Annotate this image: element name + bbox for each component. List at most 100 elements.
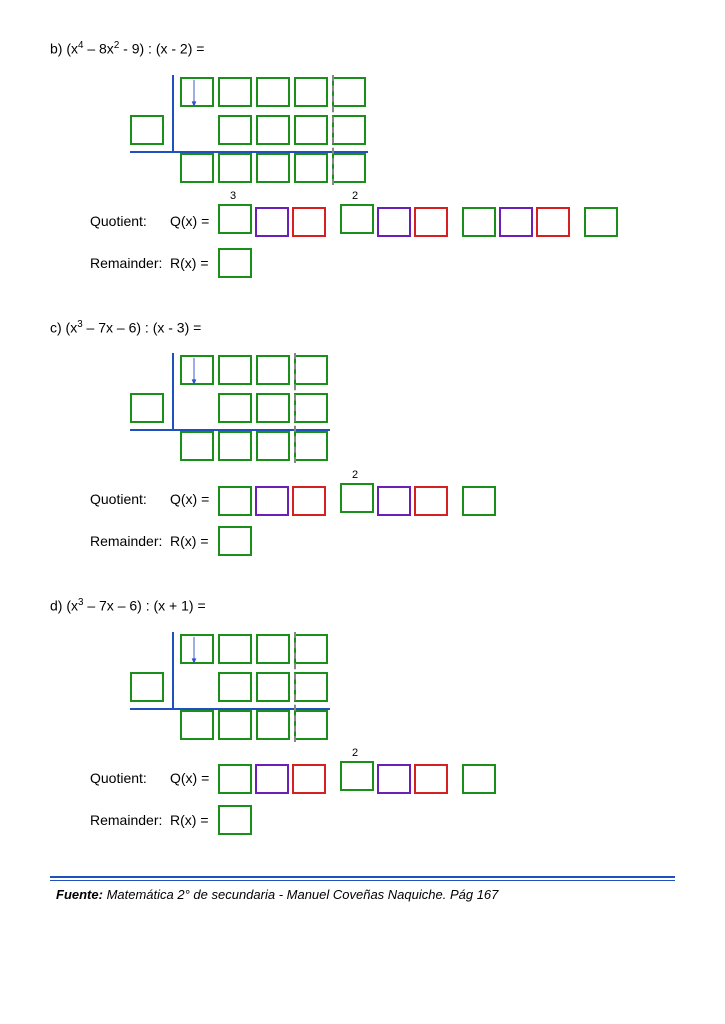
answer-box[interactable] [294, 634, 328, 664]
answer-box[interactable] [414, 486, 448, 516]
answer-box[interactable] [256, 115, 290, 145]
exponent-label: 3 [230, 190, 236, 202]
quotient-boxes: 2 [218, 483, 496, 516]
answer-box[interactable] [294, 115, 328, 145]
answer-box[interactable] [414, 764, 448, 794]
answer-box[interactable] [332, 153, 366, 183]
answer-box[interactable] [218, 634, 252, 664]
answer-box[interactable] [292, 764, 326, 794]
answer-box[interactable] [218, 431, 252, 461]
answer-box[interactable] [377, 764, 411, 794]
answer-box[interactable] [462, 486, 496, 516]
remainder-label: Remainder: [90, 255, 170, 271]
answer-box[interactable] [256, 634, 290, 664]
exponent-label: 2 [352, 747, 358, 759]
answer-box[interactable] [294, 393, 328, 423]
quotient-label: Quotient: [90, 770, 170, 786]
answer-box[interactable] [218, 672, 252, 702]
answer-box[interactable] [256, 672, 290, 702]
tableau-horizontal-line [130, 429, 330, 431]
answer-box[interactable] [332, 77, 366, 107]
answer-box[interactable] [255, 764, 289, 794]
answer-box[interactable] [218, 393, 252, 423]
answer-box[interactable] [218, 77, 252, 107]
answer-box[interactable] [180, 153, 214, 183]
answer-box[interactable] [340, 761, 374, 791]
answer-box[interactable] [218, 153, 252, 183]
answer-box[interactable] [340, 204, 374, 234]
tableau-dashed-line [294, 353, 296, 463]
answer-box[interactable] [536, 207, 570, 237]
problem-label: c) (x3 – 7x – 6) : (x - 3) = [50, 319, 675, 336]
answer-box[interactable] [332, 115, 366, 145]
answer-box[interactable] [218, 710, 252, 740]
tableau-dashed-line [332, 75, 334, 185]
answers-block: Quotient:Q(x) =32 Remainder:R(x) = [90, 205, 675, 279]
answer-box[interactable] [218, 115, 252, 145]
source-text: Fuente: Matemática 2° de secundaria - Ma… [50, 887, 675, 902]
answer-box[interactable] [294, 77, 328, 107]
answer-box[interactable] [294, 431, 328, 461]
answer-box[interactable] [584, 207, 618, 237]
source-block: Fuente: Matemática 2° de secundaria - Ma… [50, 876, 675, 902]
answer-box[interactable] [292, 486, 326, 516]
quotient-boxes: 32 [218, 204, 618, 237]
problem: d) (x3 – 7x – 6) : (x + 1) =Quotient:Q(x… [50, 597, 675, 836]
answer-box[interactable] [130, 115, 164, 145]
answer-box[interactable] [256, 77, 290, 107]
rx-label: R(x) = [170, 255, 218, 271]
answer-box[interactable] [218, 355, 252, 385]
answer-box[interactable] [499, 207, 533, 237]
answer-box[interactable] [218, 526, 252, 556]
tableau-vertical-line [172, 75, 174, 151]
answer-box[interactable] [462, 207, 496, 237]
answer-box[interactable] [256, 431, 290, 461]
rx-label: R(x) = [170, 533, 218, 549]
answer-box[interactable] [462, 764, 496, 794]
ruffini-tableau [130, 75, 675, 185]
answer-box[interactable] [130, 672, 164, 702]
problem: b) (x4 – 8x2 - 9) : (x - 2) = Quotient:Q(… [50, 40, 675, 279]
answer-box[interactable] [294, 153, 328, 183]
answer-box[interactable] [414, 207, 448, 237]
answer-box[interactable] [377, 486, 411, 516]
problem: c) (x3 – 7x – 6) : (x - 3) = Quotient:Q(x… [50, 319, 675, 558]
down-arrow-icon [186, 636, 202, 664]
quotient-label: Quotient: [90, 213, 170, 229]
answer-box[interactable] [294, 710, 328, 740]
problem-label: b) (x4 – 8x2 - 9) : (x - 2) = [50, 40, 675, 57]
answer-box[interactable] [255, 486, 289, 516]
answer-box[interactable] [292, 207, 326, 237]
answer-box[interactable] [218, 764, 252, 794]
answer-box[interactable] [218, 805, 252, 835]
source-prefix: Fuente: [56, 887, 103, 902]
down-arrow-icon [186, 357, 202, 385]
source-rule-top [50, 876, 675, 878]
answer-box[interactable] [294, 672, 328, 702]
answer-box[interactable] [255, 207, 289, 237]
answer-box[interactable] [377, 207, 411, 237]
answer-box[interactable] [180, 431, 214, 461]
answers-block: Quotient:Q(x) =2Remainder:R(x) = [90, 762, 675, 836]
ruffini-tableau [130, 632, 675, 742]
qx-label: Q(x) = [170, 213, 218, 229]
answer-box[interactable] [180, 710, 214, 740]
answer-box[interactable] [256, 153, 290, 183]
answer-box[interactable] [218, 486, 252, 516]
remainder-label: Remainder: [90, 812, 170, 828]
source-body: Matemática 2° de secundaria - Manuel Cov… [103, 887, 498, 902]
answer-box[interactable] [218, 248, 252, 278]
tableau-vertical-line [172, 353, 174, 429]
answer-box[interactable] [256, 355, 290, 385]
answer-box[interactable] [218, 204, 252, 234]
qx-label: Q(x) = [170, 491, 218, 507]
quotient-label: Quotient: [90, 491, 170, 507]
answer-box[interactable] [256, 393, 290, 423]
answer-box[interactable] [294, 355, 328, 385]
tableau-vertical-line [172, 632, 174, 708]
exponent-label: 2 [352, 469, 358, 481]
answer-box[interactable] [340, 483, 374, 513]
answer-box[interactable] [130, 393, 164, 423]
rx-label: R(x) = [170, 812, 218, 828]
answer-box[interactable] [256, 710, 290, 740]
